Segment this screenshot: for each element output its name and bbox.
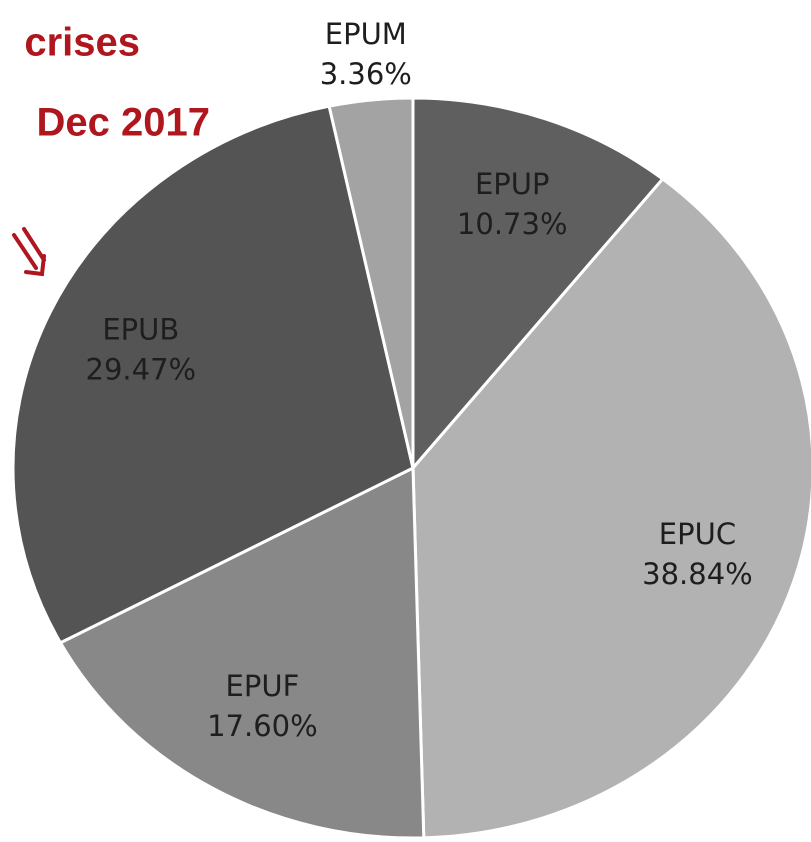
- slice-value: 17.60%: [207, 709, 318, 743]
- slice-name: EPUP: [475, 167, 550, 201]
- slice-name: EPUF: [226, 669, 300, 703]
- slice-value: 10.73%: [457, 207, 568, 241]
- pie-slice: [411, 96, 665, 470]
- labels: EPUP 10.73% EPUC 38.84% EPUF 17.60% EPUB 29.47%…: [86, 17, 753, 743]
- slice-value: 38.84%: [642, 557, 753, 591]
- slice-value: 3.36%: [320, 57, 412, 91]
- pie-slice: [327, 96, 415, 470]
- pie-slice: [11, 104, 415, 645]
- slice-value: 29.47%: [86, 352, 197, 386]
- slice-name: EPUB: [102, 312, 179, 346]
- slice-name: EPUM: [325, 17, 407, 51]
- annotation: crises: [24, 21, 140, 65]
- slice-name: EPUC: [659, 517, 736, 551]
- annotation: Dec 2017: [37, 101, 210, 145]
- arrow: [12, 227, 46, 277]
- pie-slice: [58, 466, 426, 840]
- pie: [11, 96, 811, 840]
- pie-slice: [411, 177, 811, 840]
